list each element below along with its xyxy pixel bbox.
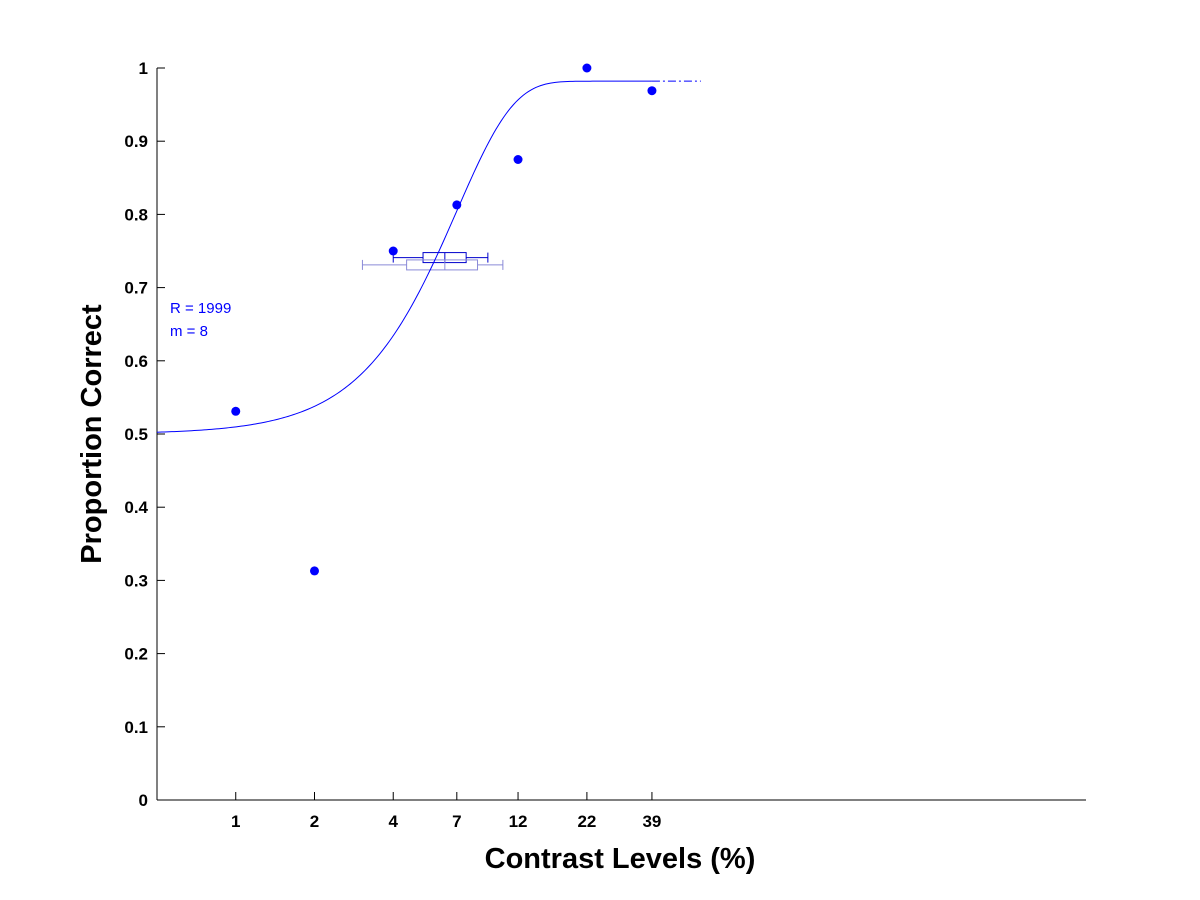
x-tick-label: 4 bbox=[388, 812, 398, 831]
y-tick-label: 0.3 bbox=[124, 571, 148, 590]
y-tick-label: 0.8 bbox=[124, 205, 148, 224]
boxplot-box bbox=[406, 259, 479, 271]
x-tick-label: 12 bbox=[509, 812, 528, 831]
annotation-r: R = 1999 bbox=[170, 300, 231, 317]
annotation-m: m = 8 bbox=[170, 323, 208, 340]
fitted-curve bbox=[156, 80, 652, 433]
x-tick-label: 22 bbox=[577, 812, 596, 831]
y-tick-label: 0.7 bbox=[124, 279, 148, 298]
threshold-boxplots bbox=[361, 252, 504, 271]
y-tick-label: 0.6 bbox=[124, 352, 148, 371]
data-point bbox=[231, 406, 241, 416]
data-point bbox=[513, 155, 523, 164]
data-point bbox=[388, 246, 398, 256]
data-point bbox=[647, 86, 657, 96]
y-tick-label: 0 bbox=[139, 791, 148, 810]
data-point bbox=[452, 200, 462, 210]
x-tick-label: 2 bbox=[310, 812, 319, 831]
x-tick-label: 1 bbox=[231, 812, 240, 831]
x-ticks: 1 2 4 7 12 22 39 bbox=[231, 792, 661, 831]
x-tick-label: 7 bbox=[452, 812, 461, 831]
y-tick-label: 1 bbox=[139, 59, 148, 78]
data-points bbox=[231, 63, 657, 576]
data-point bbox=[309, 566, 319, 576]
y-ticks: 0 0.1 0.2 0.3 0.4 0.5 0.6 0.7 0.8 0.9 1 bbox=[124, 59, 165, 810]
data-point bbox=[582, 63, 592, 73]
x-tick-label: 39 bbox=[642, 812, 661, 831]
y-tick-label: 0.5 bbox=[124, 425, 148, 444]
y-tick-label: 0.1 bbox=[124, 718, 148, 737]
axes bbox=[156, 68, 1086, 801]
x-axis-title: Contrast Levels (%) bbox=[485, 843, 756, 875]
y-tick-label: 0.2 bbox=[124, 645, 148, 664]
y-tick-label: 0.4 bbox=[124, 498, 148, 517]
y-tick-label: 0.9 bbox=[124, 132, 148, 151]
y-axis-title: Proportion Correct bbox=[76, 304, 108, 564]
